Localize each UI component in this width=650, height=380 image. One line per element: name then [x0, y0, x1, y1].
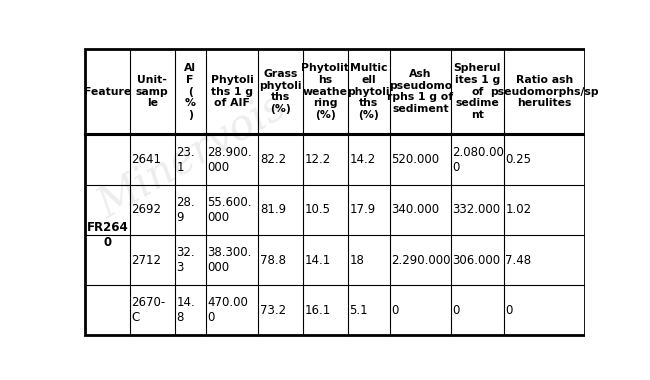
Text: FR264
0: FR264 0: [86, 221, 129, 249]
Text: 14.1: 14.1: [305, 253, 331, 266]
Text: 82.2: 82.2: [260, 153, 286, 166]
Text: 2670-
C: 2670- C: [131, 296, 166, 324]
Text: 14.
8: 14. 8: [176, 296, 195, 324]
Text: 0: 0: [505, 304, 513, 317]
Text: 520.000: 520.000: [391, 153, 439, 166]
Text: 16.1: 16.1: [305, 304, 331, 317]
Text: Multic
ell
phytoli
ths
(%): Multic ell phytoli ths (%): [348, 63, 390, 120]
Text: 332.000: 332.000: [452, 203, 500, 216]
Text: Spherul
ites 1 g
of
sedime
nt: Spherul ites 1 g of sedime nt: [454, 63, 501, 120]
Text: 73.2: 73.2: [260, 304, 286, 317]
Text: Phytoli
ths 1 g
of AIF: Phytoli ths 1 g of AIF: [211, 75, 254, 108]
Text: 2712: 2712: [131, 253, 161, 266]
Text: 23.
1: 23. 1: [176, 146, 195, 174]
Text: 28.900.
000: 28.900. 000: [207, 146, 252, 174]
Text: 12.2: 12.2: [305, 153, 331, 166]
Text: Feature: Feature: [84, 87, 131, 97]
Text: Unit-
samp
le: Unit- samp le: [136, 75, 169, 108]
Text: 1.02: 1.02: [505, 203, 532, 216]
Text: 0.25: 0.25: [505, 153, 531, 166]
Text: 306.000: 306.000: [452, 253, 500, 266]
Text: 78.8: 78.8: [260, 253, 286, 266]
Text: 55.600.
000: 55.600. 000: [207, 196, 252, 224]
Text: 2641: 2641: [131, 153, 161, 166]
Text: 38.300.
000: 38.300. 000: [207, 246, 252, 274]
Text: Minervois: Minervois: [90, 86, 294, 228]
Text: 0: 0: [452, 304, 460, 317]
Text: Ratio ash
pseudomorphs/sp
herulites: Ratio ash pseudomorphs/sp herulites: [490, 75, 599, 108]
Text: 470.00
0: 470.00 0: [207, 296, 248, 324]
Text: 7.48: 7.48: [505, 253, 532, 266]
Text: 0: 0: [391, 304, 399, 317]
Text: 2692: 2692: [131, 203, 161, 216]
Text: 81.9: 81.9: [260, 203, 286, 216]
Text: Ash
pseudomo
rphs 1 g of
sediment: Ash pseudomo rphs 1 g of sediment: [387, 69, 454, 114]
Text: 14.2: 14.2: [349, 153, 376, 166]
Text: 2.290.000: 2.290.000: [391, 253, 451, 266]
Text: 340.000: 340.000: [391, 203, 439, 216]
Text: 5.1: 5.1: [349, 304, 368, 317]
Text: Phytolit
hs
weathe
ring
(%): Phytolit hs weathe ring (%): [302, 63, 349, 120]
Text: Grass
phytoli
ths
(%): Grass phytoli ths (%): [259, 69, 302, 114]
Text: 18: 18: [349, 253, 364, 266]
Text: 10.5: 10.5: [305, 203, 331, 216]
Text: 2.080.00
0: 2.080.00 0: [452, 146, 504, 174]
Text: Al
F
(
%
): Al F ( % ): [184, 63, 196, 120]
Text: 32.
3: 32. 3: [176, 246, 195, 274]
Text: 28.
9: 28. 9: [176, 196, 195, 224]
Text: 17.9: 17.9: [349, 203, 376, 216]
